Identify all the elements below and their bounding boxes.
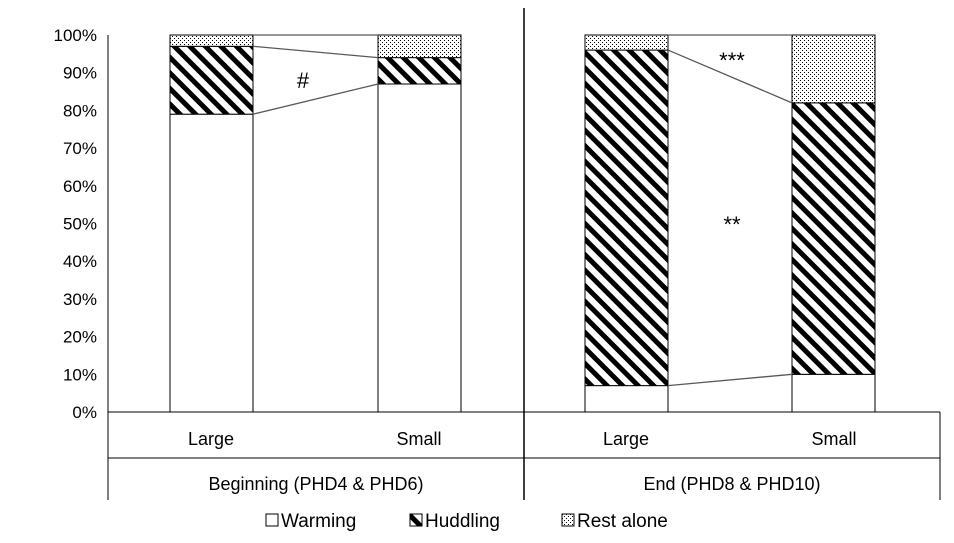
bar-segment-huddling [169, 45, 254, 115]
y-tick-label: 40% [63, 252, 97, 271]
legend-label-warming: Warming [281, 511, 356, 532]
bar-series [169, 34, 876, 413]
y-tick-label: 80% [63, 101, 97, 120]
category-label-large-beginning: Large [188, 429, 234, 449]
connector-line [252, 45, 379, 59]
significance-double-star: ** [723, 212, 741, 237]
y-tick-label: 90% [63, 64, 97, 83]
significance-hash: # [297, 68, 310, 93]
y-tick-label: 10% [63, 365, 97, 384]
bar-segment-warming [584, 385, 669, 413]
category-label-small-end: Small [811, 429, 856, 449]
connector-line [667, 49, 793, 104]
bar-segment-huddling [791, 102, 876, 375]
significance-triple-star: *** [719, 48, 745, 73]
y-tick-label: 50% [63, 215, 97, 234]
legend-swatch-huddling [409, 513, 423, 527]
category-label-large-end: Large [603, 429, 649, 449]
bar-segment-huddling [584, 49, 669, 387]
y-tick-label: 30% [63, 290, 97, 309]
y-tick-label: 70% [63, 139, 97, 158]
category-label-small-beginning: Small [396, 429, 441, 449]
bar-segment-rest-alone [169, 34, 254, 47]
legend-swatch-warming [265, 513, 279, 527]
bar-segment-warming [377, 83, 462, 413]
connector-line [252, 83, 379, 115]
connector-line [667, 373, 793, 387]
y-tick-label: 60% [63, 177, 97, 196]
group-label-end: End (PHD8 & PHD10) [643, 474, 820, 494]
legend-label-rest-alone: Rest alone [577, 511, 668, 532]
legend-label-huddling: Huddling [425, 511, 500, 532]
y-tick-label: 0% [72, 403, 97, 422]
legend-swatch-rest-alone [561, 513, 575, 527]
connector-lines [252, 34, 793, 387]
bar-segment-rest-alone [377, 34, 462, 59]
bar-segment-warming [791, 373, 876, 413]
group-label-beginning: Beginning (PHD4 & PHD6) [208, 474, 423, 494]
bar-segment-rest-alone [791, 34, 876, 104]
y-tick-labels: 0% 10% 20% 30% 40% 50% 60% 70% 80% 90% 100% [54, 26, 97, 422]
y-tick-label: 100% [54, 26, 97, 45]
bar-segment-rest-alone [584, 34, 669, 51]
bar-segment-huddling [377, 57, 462, 85]
legend: Warming Huddling Rest alone [265, 511, 668, 532]
bar-segment-warming [169, 113, 254, 413]
y-tick-label: 20% [63, 328, 97, 347]
